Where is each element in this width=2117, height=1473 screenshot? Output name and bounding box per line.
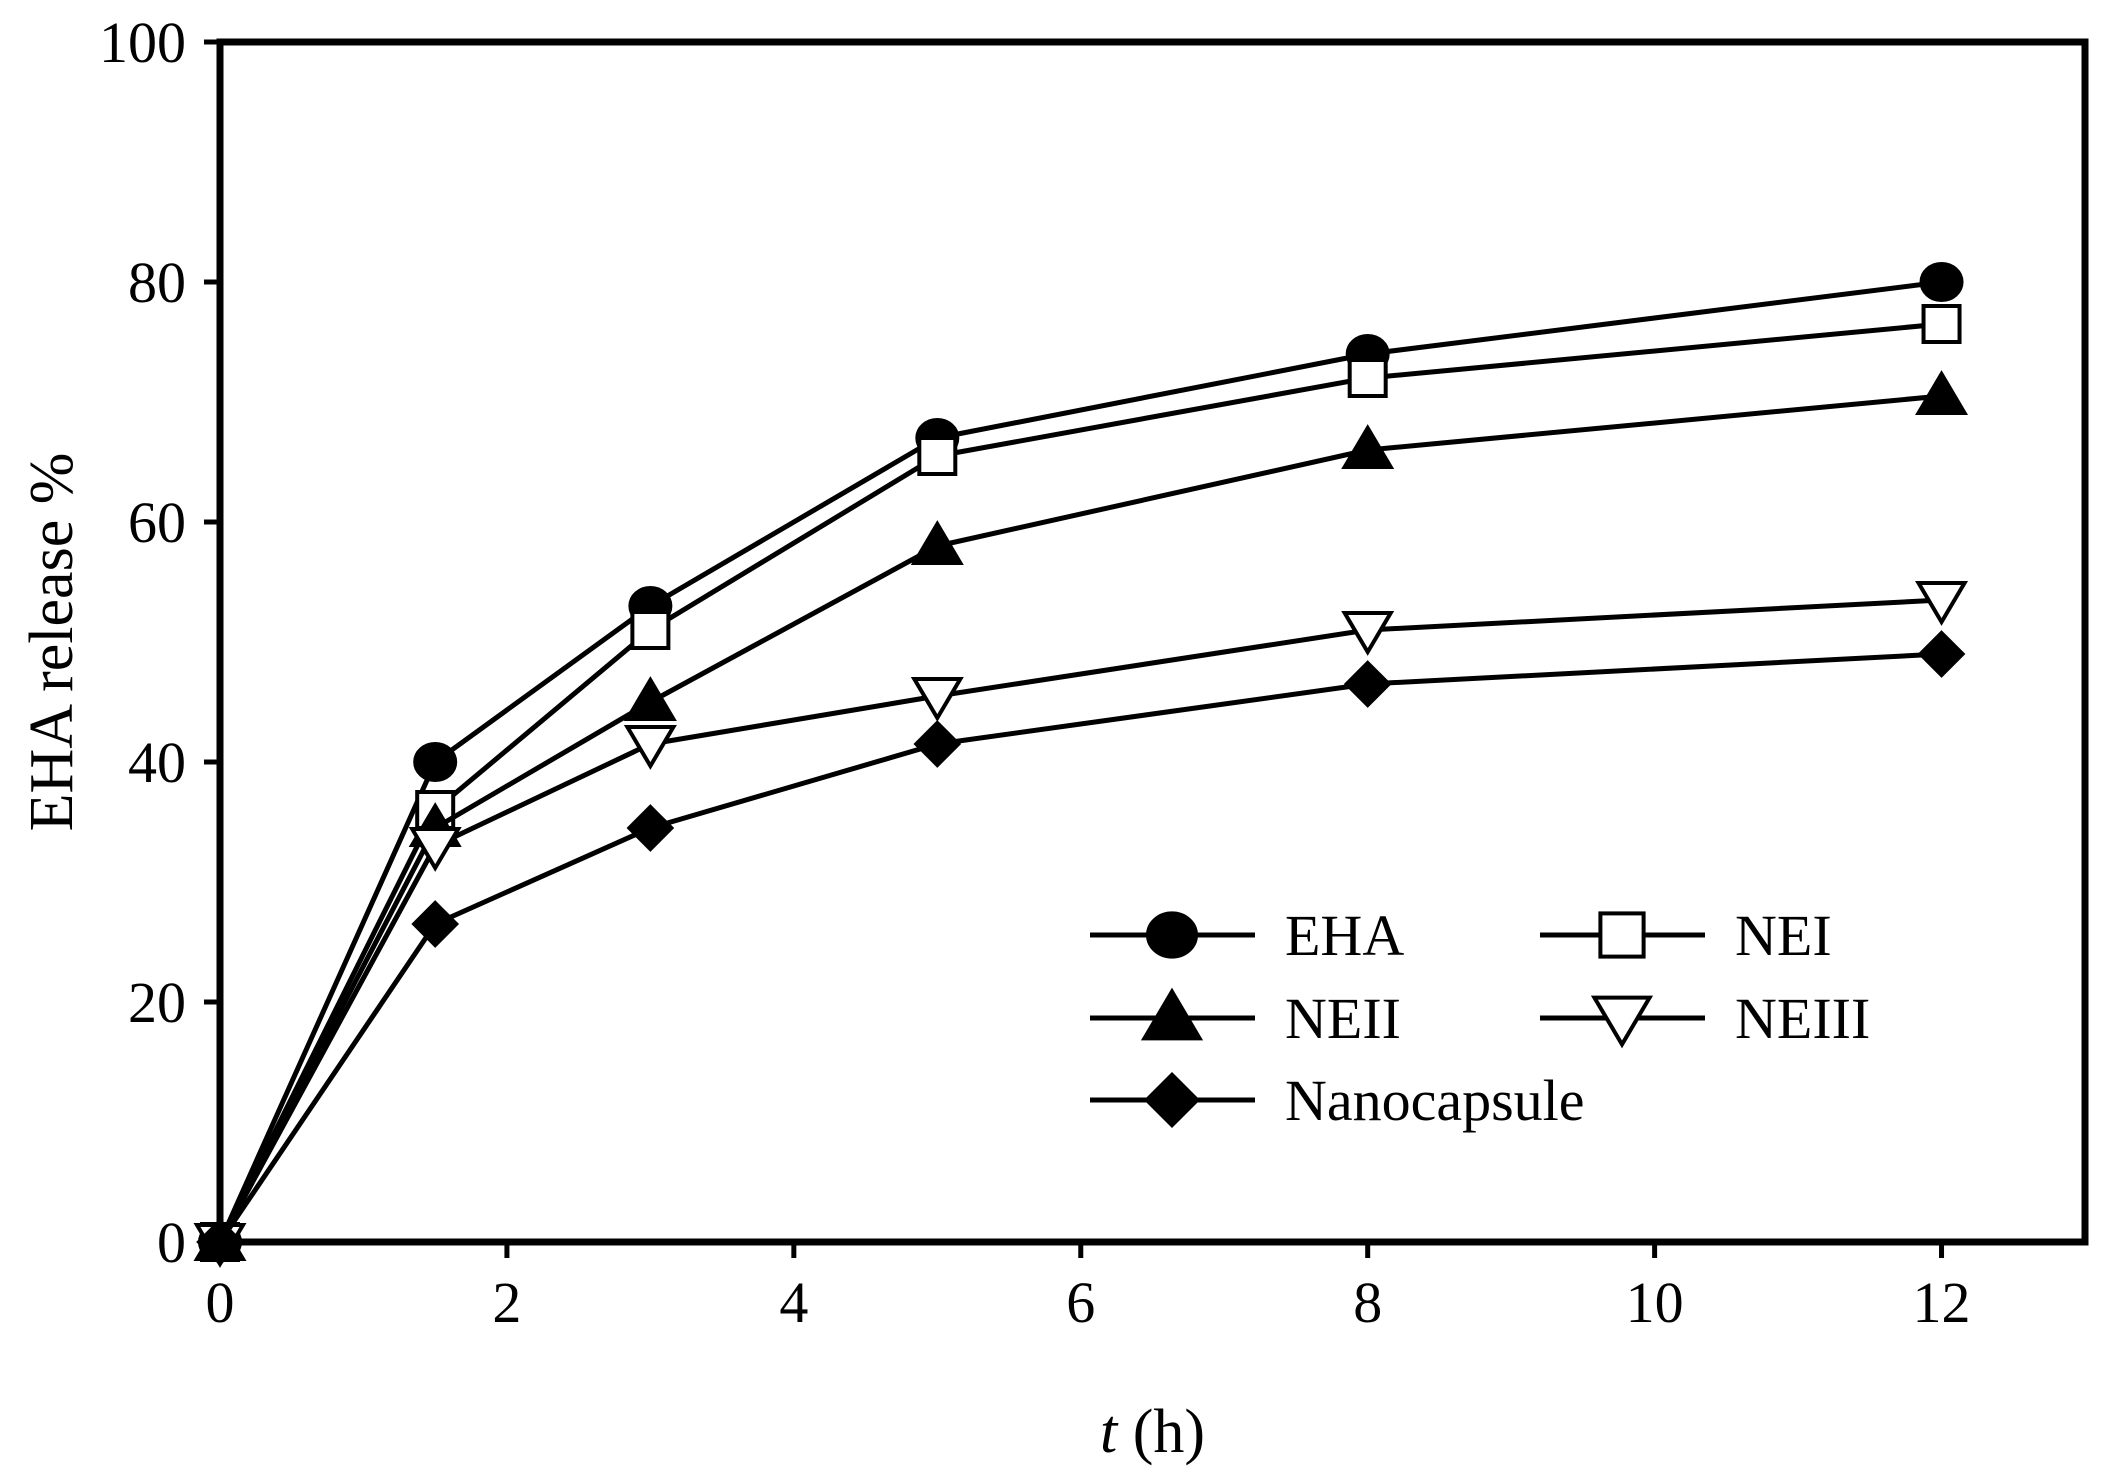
series-nei	[200, 304, 1962, 1262]
data-point-neii	[623, 676, 677, 721]
series-line-neiii	[217, 597, 1942, 1244]
series-layer	[193, 262, 1969, 1268]
legend-label: NEIII	[1735, 986, 1870, 1051]
data-point-nanocapsule	[411, 900, 460, 948]
x-tick-label: 12	[1913, 1270, 1971, 1335]
y-tick-label: 20	[128, 970, 186, 1035]
y-tick-label: 60	[128, 490, 186, 555]
data-point-nanocapsule	[913, 720, 962, 768]
x-tick-label: 0	[206, 1270, 235, 1335]
y-tick-label: 80	[128, 250, 186, 315]
x-tick-label: 2	[492, 1270, 521, 1335]
y-tick-label: 40	[128, 730, 186, 795]
data-point-nanocapsule	[1917, 630, 1966, 678]
legend-label: EHA	[1285, 903, 1404, 968]
legend-marker-neii	[1140, 987, 1204, 1041]
x-axis-title-variable: t	[1100, 1398, 1119, 1466]
data-point-neii	[910, 520, 964, 565]
legend-item-neiii: NEIII	[1540, 986, 1870, 1051]
axis-ticks	[204, 39, 1945, 1258]
data-point-eha	[413, 742, 458, 782]
data-point-nanocapsule	[1343, 660, 1392, 708]
data-point-nei	[630, 610, 671, 650]
data-point-nei	[1347, 358, 1388, 398]
legend-label: NEI	[1735, 903, 1832, 968]
data-point-eha	[1919, 262, 1964, 302]
data-point-neii	[1341, 424, 1395, 469]
x-axis-title-unit: (h)	[1117, 1398, 1205, 1466]
x-tick-label: 4	[779, 1270, 808, 1335]
legend-item-nanocapsule: Nanocapsule	[1090, 1068, 1585, 1133]
data-point-nei	[917, 436, 958, 476]
data-point-neiii	[408, 827, 462, 872]
data-point-neiii	[1915, 581, 1969, 626]
series-neiii	[193, 581, 1969, 1268]
data-point-nei	[1921, 304, 1962, 344]
y-tick-label: 0	[157, 1210, 186, 1275]
series-neii	[193, 370, 1969, 1261]
x-tick-label: 6	[1066, 1270, 1095, 1335]
data-point-neiii	[1341, 611, 1395, 656]
y-axis-title: EHA release %	[18, 453, 86, 832]
data-point-nanocapsule	[626, 804, 675, 852]
series-line-eha	[217, 279, 1942, 1244]
tick-labels: 0 2 4 6 8 10 12 0 20 40 60 80 100	[99, 10, 1971, 1335]
series-eha	[198, 262, 1964, 1262]
legend-marker-nei	[1598, 911, 1646, 959]
series-line-nanocapsule	[217, 651, 1942, 1244]
data-point-neiii	[623, 725, 677, 770]
legend-marker-neiii	[1590, 995, 1654, 1049]
x-tick-label: 8	[1353, 1270, 1382, 1335]
data-point-neii	[1915, 370, 1969, 415]
legend-marker-eha	[1146, 911, 1198, 959]
x-axis-title: t (h)	[1100, 1398, 1205, 1466]
series-line-nei	[217, 321, 1942, 1244]
plot-frame	[216, 38, 2089, 1246]
series-line-neii	[217, 393, 1942, 1244]
legend-marker-nanocapsule	[1143, 1071, 1201, 1129]
y-tick-label: 100	[99, 10, 186, 75]
legend-label: Nanocapsule	[1285, 1068, 1585, 1133]
legend-label: NEII	[1285, 986, 1401, 1051]
legend-item-eha: EHA	[1090, 903, 1404, 968]
series-nanocapsule	[196, 630, 1966, 1266]
x-tick-label: 10	[1626, 1270, 1684, 1335]
data-point-neiii	[910, 677, 964, 722]
legend: EHA NEI NEII NEIII Nanocapsule	[1090, 903, 1870, 1133]
legend-item-neii: NEII	[1090, 986, 1401, 1051]
legend-item-nei: NEI	[1540, 903, 1832, 968]
